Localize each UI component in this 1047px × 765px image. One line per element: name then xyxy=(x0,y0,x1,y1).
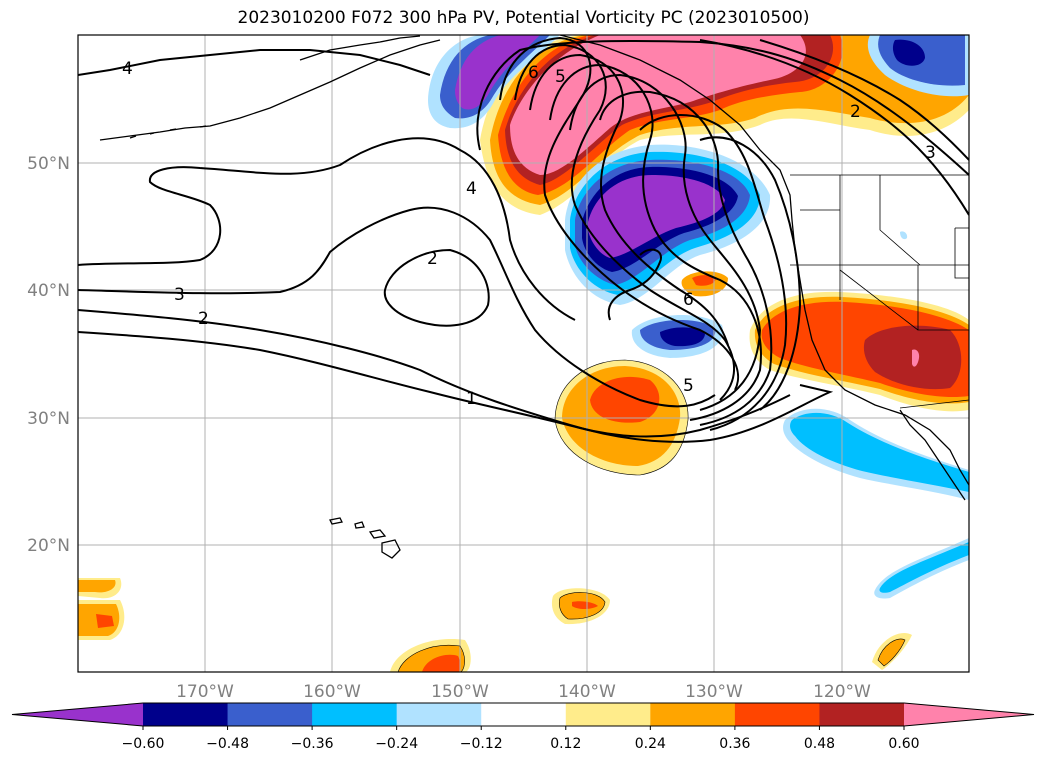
lon-tick: 120°W xyxy=(813,682,871,702)
colorbar-tick-label: −0.12 xyxy=(460,736,503,752)
colorbar-segment xyxy=(650,703,736,726)
pv-pos-sw2-red xyxy=(96,614,114,628)
contour-label: 5 xyxy=(683,376,694,396)
contour-label: 3 xyxy=(925,143,936,163)
contour-labels: 4 6 5 2 3 4 2 3 2 1 6 5 xyxy=(122,59,936,409)
contour-trough-inner xyxy=(607,248,662,321)
colorbar-tick-label: 0.12 xyxy=(550,736,581,752)
map-frame xyxy=(77,34,970,673)
pv-neg-hawaii-e-cyan xyxy=(879,542,969,593)
contour-4-north xyxy=(78,49,431,76)
pv-neg-small-navy xyxy=(660,327,705,347)
colorbar-segment xyxy=(481,703,567,726)
contour-5b xyxy=(514,43,736,401)
colorbar-extend-min xyxy=(12,703,143,726)
contour-4 xyxy=(78,137,576,321)
contour-label: 6 xyxy=(528,63,539,83)
contour-6c xyxy=(599,90,773,426)
colorbar-tick-label: −0.36 xyxy=(291,736,334,752)
lat-tick: 50°N xyxy=(27,154,70,174)
aleutian-islands xyxy=(129,125,207,139)
contour-6b xyxy=(569,73,762,411)
contour-1 xyxy=(78,309,834,443)
borders xyxy=(790,174,969,409)
contour-3 xyxy=(78,206,716,408)
colorbar-segment xyxy=(565,703,651,726)
baja-coast xyxy=(899,409,966,501)
colorbar-tick-label: 0.48 xyxy=(804,736,835,752)
gridlines xyxy=(78,35,969,672)
contour-label: 4 xyxy=(466,179,477,199)
colorbar-segment xyxy=(396,703,482,726)
hawaii-maui xyxy=(368,529,387,539)
contour-3-ne xyxy=(476,39,969,176)
colorbar-segment xyxy=(143,703,229,726)
lon-tick: 150°W xyxy=(431,682,489,702)
contour-label: 5 xyxy=(555,67,566,87)
lon-tick-labels: 170°W 160°W 150°W 140°W 130°W 120°W xyxy=(176,682,871,702)
contour-label: 1 xyxy=(466,389,477,409)
hawaii-kauai xyxy=(329,517,343,525)
pv-pos-s1-red xyxy=(572,601,598,609)
contour-6a xyxy=(549,63,762,421)
aleutians-coast xyxy=(99,39,441,141)
colorbar-tick-label: −0.48 xyxy=(206,736,249,752)
lon-tick: 170°W xyxy=(176,682,234,702)
lat-tick: 20°N xyxy=(27,536,70,556)
pv-neg-idaho-light xyxy=(900,231,908,240)
pv-shading xyxy=(78,35,969,672)
border-id-nv xyxy=(879,175,921,266)
colorbar-tick-label: 0.36 xyxy=(719,736,750,752)
colorbar-extend-max xyxy=(904,703,1034,726)
lat-tick: 40°N xyxy=(27,281,70,301)
contour-2-ne xyxy=(699,39,969,216)
colorbar xyxy=(11,702,1035,727)
contour-label: 2 xyxy=(198,309,209,329)
contour-6e xyxy=(699,136,802,411)
contour-label: 3 xyxy=(174,285,185,305)
colorbar-tick-label: −0.60 xyxy=(122,736,165,752)
lon-tick: 130°W xyxy=(685,682,743,702)
contour-label: 2 xyxy=(850,102,861,122)
contour-label: 4 xyxy=(122,59,133,79)
pv-neg-ne-navy xyxy=(892,39,925,66)
colorbar-tick-label: 0.24 xyxy=(635,736,666,752)
colorbar-segment xyxy=(312,703,398,726)
border-ut xyxy=(954,227,969,279)
contour-label: 6 xyxy=(683,290,694,310)
pv-pos-sw-red xyxy=(590,376,660,423)
colorbar-segment xyxy=(819,703,905,726)
colorbar-tick-label: 0.60 xyxy=(888,736,919,752)
border-ca-nv xyxy=(839,269,919,331)
pv-pos-small-red xyxy=(692,275,716,286)
colorbar-segment xyxy=(734,703,820,726)
pv-pos-sw1-orange xyxy=(78,580,116,593)
pv-pos-east-pink xyxy=(912,349,920,367)
pv-pos-s2-red xyxy=(422,654,461,672)
figure-title: 2023010200 F072 300 hPa PV, Potential Vo… xyxy=(237,8,810,28)
colorbar-segment xyxy=(227,703,313,726)
contour-6d xyxy=(639,114,788,431)
hawaii-big-island xyxy=(381,539,401,559)
lat-tick: 30°N xyxy=(27,409,70,429)
contour-1-ne xyxy=(759,39,969,161)
colorbar-tick-labels: −0.60 −0.48 −0.36 −0.24 −0.12 0.12 0.24 0.36 0.4… xyxy=(122,726,920,752)
contour-5c xyxy=(529,53,729,346)
lon-tick: 140°W xyxy=(558,682,616,702)
map-content xyxy=(78,35,969,672)
pv-neg-central-purple xyxy=(588,175,725,258)
pv-contours xyxy=(78,36,969,443)
pv-neg-se-cyan xyxy=(790,412,969,492)
lon-tick: 160°W xyxy=(303,682,361,702)
hawaii-oahu xyxy=(354,521,365,529)
border-us-mexico xyxy=(899,399,969,409)
pv-pos-se-orange xyxy=(878,638,905,666)
contour-2 xyxy=(78,331,791,438)
lat-tick-labels: 50°N 40°N 30°N 20°N xyxy=(27,154,70,556)
contour-5a xyxy=(499,36,740,391)
contour-label: 2 xyxy=(427,249,438,269)
colorbar-tick-label: −0.24 xyxy=(375,736,418,752)
contour-2-closed xyxy=(383,248,490,327)
